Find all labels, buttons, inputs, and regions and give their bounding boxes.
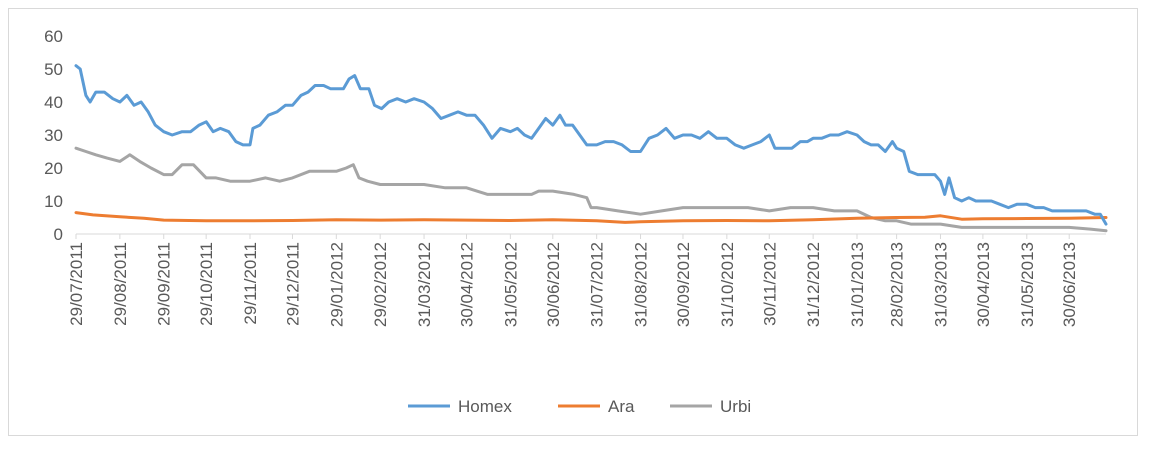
x-tick-label: 29/02/2012 bbox=[371, 242, 390, 327]
x-tick-label: 30/11/2012 bbox=[760, 242, 779, 326]
y-tick-label: 20 bbox=[44, 159, 63, 178]
y-tick-label: 0 bbox=[54, 225, 63, 244]
x-tick-label: 31/03/2012 bbox=[415, 242, 434, 327]
x-tick-label: 29/07/2011 bbox=[67, 242, 86, 326]
y-tick-label: 50 bbox=[44, 60, 63, 79]
x-tick-label: 29/08/2011 bbox=[111, 242, 130, 326]
x-tick-label: 31/10/2012 bbox=[718, 242, 737, 327]
line-chart: 0 10 20 30 40 50 60 29/07/2011 29/08/2011 29/09/… bbox=[44, 27, 1108, 416]
y-tick-label: 60 bbox=[44, 27, 63, 46]
y-tick-label: 30 bbox=[44, 126, 63, 145]
x-tick-label: 28/02/2013 bbox=[888, 242, 907, 327]
x-tick-label: 31/03/2013 bbox=[931, 242, 950, 327]
x-axis-ticks: 29/07/2011 29/08/2011 29/09/2011 29/10/2011… bbox=[67, 234, 1079, 327]
series-line-urbi bbox=[74, 146, 1108, 233]
series-line-homex bbox=[74, 64, 1108, 226]
y-tick-label: 40 bbox=[44, 93, 63, 112]
x-tick-label: 29/10/2011 bbox=[197, 242, 216, 326]
x-tick-label: 31/07/2012 bbox=[588, 242, 607, 327]
x-tick-label: 31/05/2013 bbox=[1018, 242, 1037, 327]
legend-label-homex: Homex bbox=[458, 397, 512, 416]
legend: Homex Ara Urbi bbox=[408, 397, 751, 416]
x-tick-label: 31/08/2012 bbox=[632, 242, 651, 327]
x-tick-label: 29/12/2011 bbox=[283, 242, 302, 326]
x-tick-label: 29/09/2011 bbox=[155, 242, 174, 326]
x-tick-label: 30/04/2012 bbox=[457, 242, 476, 327]
series-lines bbox=[74, 64, 1108, 233]
y-axis-ticks: 0 10 20 30 40 50 60 bbox=[44, 27, 63, 244]
x-tick-label: 30/06/2013 bbox=[1060, 242, 1079, 327]
x-tick-label: 30/04/2013 bbox=[974, 242, 993, 327]
x-tick-label: 29/01/2012 bbox=[327, 242, 346, 327]
chart-frame: 0 10 20 30 40 50 60 29/07/2011 29/08/2011 29/09/… bbox=[8, 8, 1138, 436]
x-tick-label: 30/09/2012 bbox=[674, 242, 693, 327]
series-line-ara bbox=[74, 211, 1108, 224]
x-tick-label: 31/01/2013 bbox=[848, 242, 867, 327]
x-tick-label: 29/11/2011 bbox=[241, 242, 260, 325]
x-tick-label: 30/06/2012 bbox=[544, 242, 563, 327]
x-tick-label: 31/05/2012 bbox=[501, 242, 520, 327]
legend-label-urbi: Urbi bbox=[720, 397, 751, 416]
legend-label-ara: Ara bbox=[608, 397, 635, 416]
y-tick-label: 10 bbox=[44, 192, 63, 211]
x-tick-label: 31/12/2012 bbox=[804, 242, 823, 327]
